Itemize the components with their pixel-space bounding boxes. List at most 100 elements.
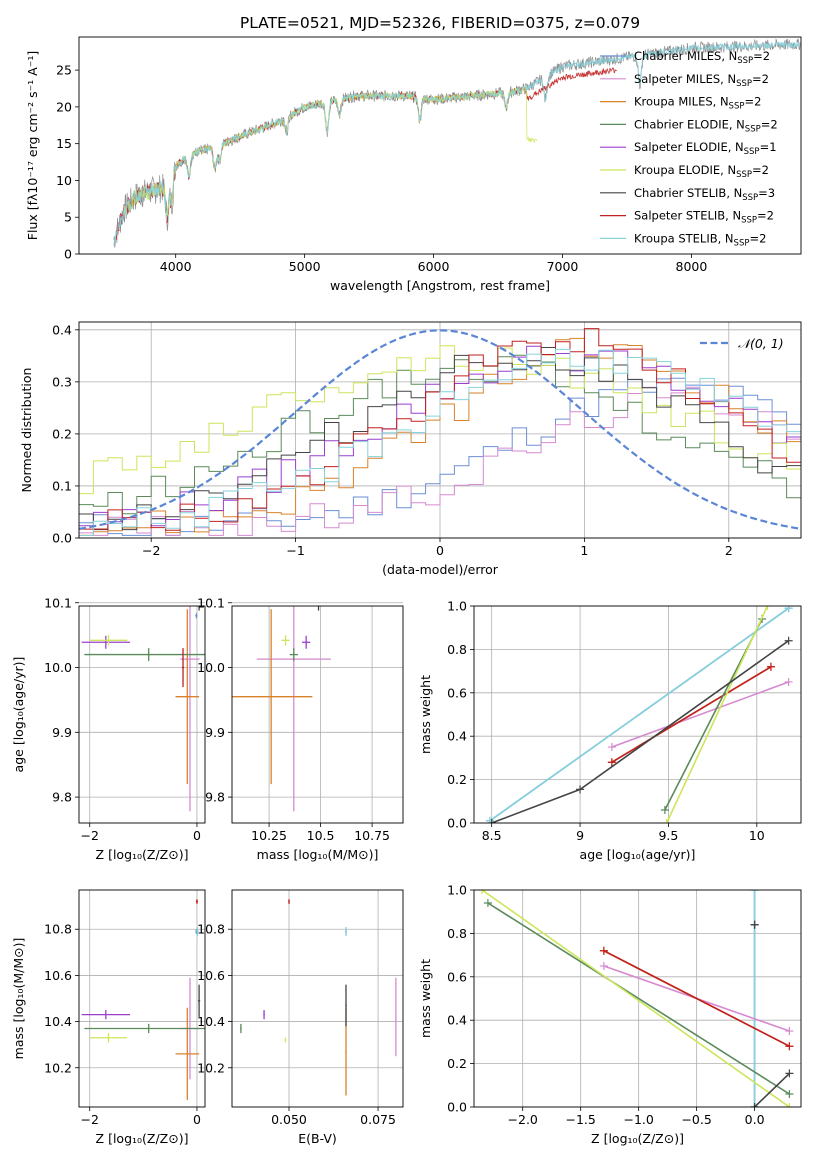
x-tick-label: 7000 xyxy=(547,259,579,274)
errorbar-point xyxy=(284,1037,287,1043)
points-ebv_vs_mass xyxy=(240,899,397,1096)
y-tick-label: 0.2 xyxy=(447,1056,467,1071)
gaussian-curve xyxy=(79,329,801,530)
errorbar-point xyxy=(195,613,198,619)
lines-z_vs_mass_weight xyxy=(478,890,794,1107)
weight-marker xyxy=(485,816,494,823)
axes-residual_histogram: −2 −1 0 1 2 0.0 0.1 0.2 0.3 0.4 (data-model)/error… xyxy=(19,321,802,577)
y-tick-label: 20 xyxy=(56,99,72,114)
plot-frame xyxy=(473,889,802,1108)
errorbar-point xyxy=(181,648,185,687)
errorbar-point xyxy=(89,1033,128,1043)
y-tick-label: 10.8 xyxy=(44,922,72,937)
x-axis-label: mass [log₁₀(M/M⊙)] xyxy=(257,847,379,862)
errorbar-point xyxy=(195,899,199,904)
y-tick-label: 10.4 xyxy=(44,1014,72,1029)
y-tick-label: 10.6 xyxy=(197,968,225,983)
spectrum-STELIB-fits xyxy=(113,41,801,246)
y-tick-label: 10.8 xyxy=(197,922,225,937)
x-tick-label: 0.0 xyxy=(745,1112,765,1127)
spectrum-lines xyxy=(113,38,801,248)
x-tick-label: 4000 xyxy=(160,259,192,274)
weight-line xyxy=(487,902,790,1095)
weight-marker xyxy=(576,785,585,794)
weight-marker xyxy=(784,606,793,613)
y-tick-label: 5 xyxy=(64,210,72,225)
y-tick-label: 1.0 xyxy=(447,599,467,614)
y-tick-label: 0.6 xyxy=(447,685,467,700)
errorbar-point xyxy=(81,635,130,649)
x-axis-label: Z [log₁₀(Z/Z⊙)] xyxy=(96,1131,189,1146)
weight-marker xyxy=(483,899,492,908)
legend-label: Chabrier STELIB, NSSP=3 xyxy=(634,186,775,203)
y-tick-label: 0.2 xyxy=(447,772,467,787)
axes-z_vs_age: −2 0 9.8 9.9 10.0 10.1 Z [log₁₀(Z/Z⊙)] age [log… xyxy=(11,551,206,862)
x-tick-label: 0 xyxy=(193,828,201,843)
legend-label: Chabrier ELODIE, NSSP=2 xyxy=(634,117,778,134)
weight-line xyxy=(491,640,790,823)
weight-marker xyxy=(785,1103,794,1107)
figure-title: PLATE=0521, MJD=52326, FIBERID=0375, z=0… xyxy=(240,14,640,32)
weight-marker xyxy=(785,1042,794,1051)
weight-line xyxy=(611,681,789,748)
weight-marker xyxy=(478,890,487,894)
weight-marker xyxy=(766,662,775,671)
y-axis-label: mass [log₁₀(M/M⊙)] xyxy=(11,938,26,1060)
plot-frame xyxy=(78,889,206,1108)
errorbar-point xyxy=(84,648,205,662)
y-tick-label: 9.9 xyxy=(205,725,225,740)
y-tick-label: 10 xyxy=(56,173,72,188)
lines-age_vs_mass_weight xyxy=(485,606,793,823)
weight-line xyxy=(489,607,790,822)
y-tick-label: 0.8 xyxy=(447,642,467,657)
axes-age_vs_mass_weight: 8.5 9 9.5 10 0.0 0.2 0.4 0.6 0.8 1.0 age [log₁₀(ag… xyxy=(418,599,802,862)
y-tick-label: 0.4 xyxy=(447,729,467,744)
y-tick-label: 10.4 xyxy=(197,1014,225,1029)
y-tick-label: 10.0 xyxy=(44,660,72,675)
errorbar-point xyxy=(240,1023,242,1034)
y-tick-label: 9.8 xyxy=(205,790,225,805)
weight-marker xyxy=(660,805,669,814)
y-axis-label: mass weight xyxy=(418,675,433,754)
errorbar-point xyxy=(317,606,320,611)
errorbar-point xyxy=(196,551,198,564)
errorbar-point xyxy=(289,648,298,662)
plot-frame xyxy=(78,36,802,255)
weight-marker xyxy=(607,743,616,752)
y-tick-label: 10.2 xyxy=(197,1060,225,1075)
y-tick-label: 0.8 xyxy=(447,926,467,941)
x-axis-label: (data-model)/error xyxy=(382,562,499,577)
y-tick-label: 9.9 xyxy=(52,725,72,740)
y-tick-label: 0.0 xyxy=(52,531,72,546)
x-tick-label: −2 xyxy=(142,543,160,558)
y-tick-label: 0.6 xyxy=(447,969,467,984)
x-tick-label: 0.075 xyxy=(360,1112,396,1127)
x-tick-label: −1 xyxy=(286,543,304,558)
x-tick-label: 9 xyxy=(576,828,584,843)
x-tick-label: −1.0 xyxy=(623,1112,653,1127)
weight-marker xyxy=(784,636,793,645)
hist-Kroupa-STELIB xyxy=(79,348,801,536)
x-tick-label: 2 xyxy=(725,543,733,558)
weight-marker xyxy=(607,758,616,767)
axes-ebv_vs_mass: 0.050 0.075 10.2 10.4 10.6 10.8 E(B-V) xyxy=(197,889,404,1146)
legend-label: Chabrier MILES, NSSP=2 xyxy=(634,49,770,66)
legend-label: Kroupa STELIB, NSSP=2 xyxy=(634,231,766,248)
errorbar-point xyxy=(232,609,313,785)
hist-Salpeter-MILES xyxy=(79,386,801,536)
plot-frame xyxy=(78,321,802,539)
y-tick-label: 25 xyxy=(56,63,72,78)
y-axis-label: mass weight xyxy=(418,959,433,1038)
y-tick-label: 0.1 xyxy=(52,478,72,493)
plot-frame xyxy=(473,605,802,824)
errorbar-point xyxy=(345,984,347,1027)
plot-frame xyxy=(231,889,404,1108)
spectrum-legend: Chabrier MILES, NSSP=2 Salpeter MILES, NS… xyxy=(600,49,778,248)
weight-marker xyxy=(785,1069,794,1078)
weight-marker xyxy=(750,920,759,929)
y-tick-label: 9.8 xyxy=(52,790,72,805)
y-tick-label: 0.4 xyxy=(447,1013,467,1028)
legend-label: Kroupa MILES, NSSP=2 xyxy=(634,95,761,112)
errorbar-point xyxy=(175,609,200,785)
